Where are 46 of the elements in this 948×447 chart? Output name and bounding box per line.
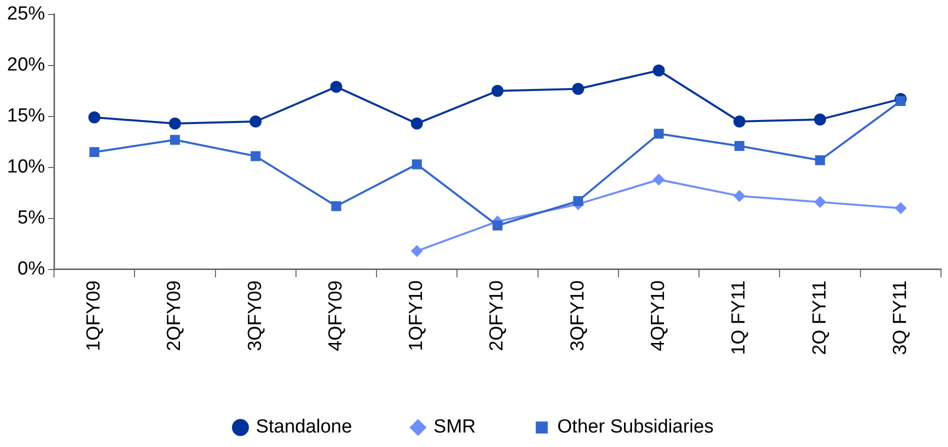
y-tick-label: 5% [18, 208, 46, 229]
x-tick-label: 1QFY09 [84, 280, 105, 352]
point [88, 111, 100, 124]
point [572, 82, 584, 95]
point [330, 80, 342, 93]
point [410, 118, 423, 130]
x-tick-label: 4QFY10 [648, 280, 670, 352]
point [733, 190, 746, 202]
point [654, 128, 664, 139]
point [89, 147, 100, 158]
legend-label: Standalone [256, 416, 352, 438]
x-tick-label: 3QFY10 [567, 280, 588, 352]
point [410, 245, 423, 258]
point [492, 84, 504, 97]
point [250, 115, 262, 128]
y-tick-label: 25% [6, 4, 46, 25]
x-tick-label: 1Q FY11 [728, 280, 750, 356]
point [814, 196, 826, 208]
point [814, 113, 826, 126]
y-tick-label: 10% [6, 156, 46, 178]
point [733, 115, 746, 128]
point [815, 155, 825, 166]
y-tick-label: 15% [6, 106, 46, 127]
point [331, 201, 342, 212]
legend-label: SMR [434, 416, 476, 438]
x-tick-label: 2Q FY11 [809, 280, 830, 356]
point [412, 159, 422, 170]
x-tick-label: 2QFY09 [164, 280, 186, 352]
point [734, 141, 744, 151]
legend-label: Other Subsidiaries [557, 416, 714, 438]
point [250, 151, 261, 162]
point [652, 64, 665, 76]
x-tick-label: 4QFY09 [325, 280, 346, 352]
point [492, 220, 502, 230]
x-tick-label: 2QFY10 [486, 280, 508, 352]
x-tick-label: 3Q FY11 [890, 280, 911, 356]
y-tick-label: 0% [18, 258, 46, 280]
point [652, 174, 665, 186]
y-tick-label: 20% [6, 54, 46, 76]
point [170, 134, 180, 145]
x-tick-label: 1QFY10 [406, 280, 428, 352]
point [573, 196, 584, 206]
point [896, 96, 906, 106]
point [168, 118, 181, 130]
point [894, 202, 907, 214]
x-tick-label: 3QFY09 [244, 280, 266, 352]
